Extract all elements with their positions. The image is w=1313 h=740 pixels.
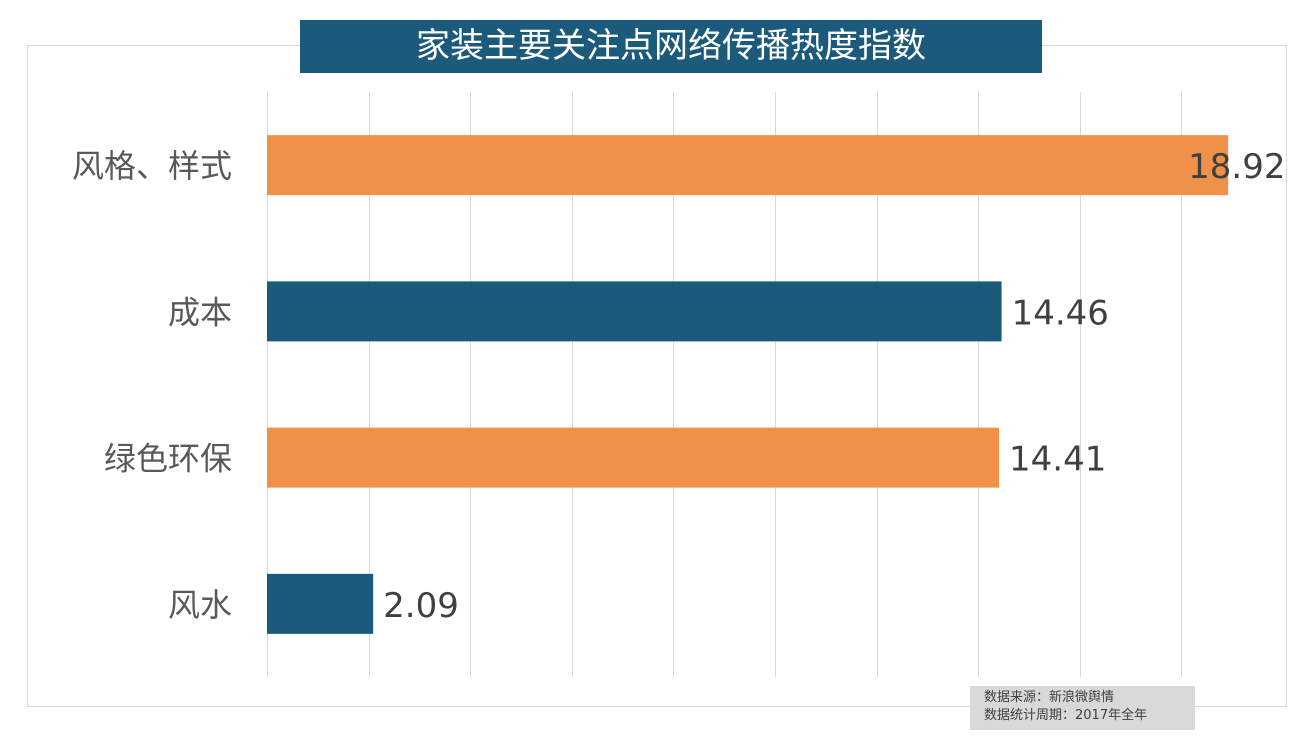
value-label: 18.92: [1188, 147, 1285, 187]
footnote-source: 数据来源：新浪微舆情: [984, 690, 1115, 705]
category-label: 绿色环保: [104, 440, 232, 478]
bar: [267, 281, 1002, 342]
category-label: 风格、样式: [72, 147, 232, 185]
bar: [267, 573, 374, 634]
category-label: 风水: [168, 586, 232, 624]
bar: [267, 427, 1000, 488]
value-label: 14.46: [1012, 293, 1109, 333]
footnote-period: 数据统计周期：2017年全年: [984, 708, 1148, 723]
category-label: 成本: [168, 293, 232, 331]
footnote: 数据来源：新浪微舆情 数据统计周期：2017年全年: [970, 686, 1195, 730]
chart-title: 家装主要关注点网络传播热度指数: [300, 20, 1042, 73]
value-label: 2.09: [383, 586, 459, 626]
value-label: 14.41: [1009, 440, 1106, 480]
bar: [267, 135, 1229, 196]
